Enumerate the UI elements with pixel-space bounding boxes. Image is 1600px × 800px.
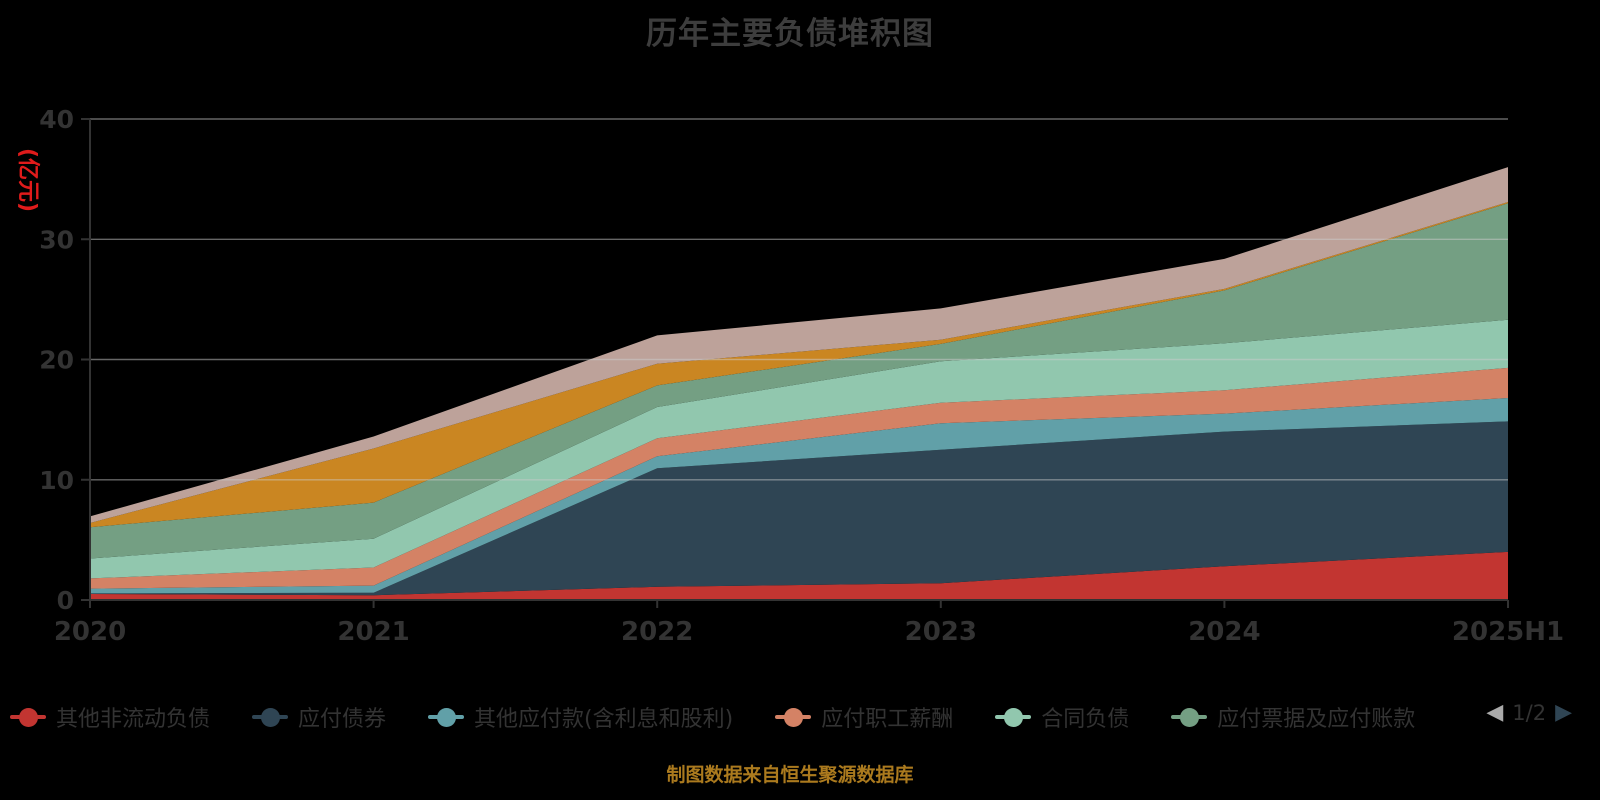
line-series-marker-icon xyxy=(428,707,465,727)
line-series-marker-icon xyxy=(995,707,1032,727)
svg-text:2021: 2021 xyxy=(337,617,409,647)
legend-item-other-payables[interactable]: 其他应付款(含利息和股利) xyxy=(428,701,733,733)
svg-text:20: 20 xyxy=(39,346,74,375)
svg-text:0: 0 xyxy=(57,586,74,615)
x-axis-labels: 2020 2021 2022 2023 2024 2025H1 xyxy=(54,617,1564,647)
data-source-caption: 制图数据来自恒生聚源数据库 xyxy=(666,764,914,786)
legend-item-label: 应付票据及应付账款 xyxy=(1217,707,1416,732)
area-series-group xyxy=(90,167,1508,600)
area-series xyxy=(90,167,1508,523)
legend-item-other-noncurrent-liabilities[interactable]: 其他非流动负债 xyxy=(10,701,210,733)
line-series-marker-icon xyxy=(252,707,289,727)
legend-pager-next-icon[interactable]: ▶ xyxy=(1555,700,1572,725)
gridlines-group xyxy=(90,118,1508,481)
area-series xyxy=(90,203,1508,559)
svg-text:2024: 2024 xyxy=(1188,617,1260,647)
legend-item-label: 其他应付款(含利息和股利) xyxy=(474,707,734,732)
svg-text:40: 40 xyxy=(39,105,74,134)
area-series xyxy=(90,421,1508,596)
legend-item-employee-compensation-payable[interactable]: 应付职工薪酬 xyxy=(775,701,953,733)
svg-text:30: 30 xyxy=(39,225,74,254)
svg-text:2020: 2020 xyxy=(54,617,126,647)
svg-text:2023: 2023 xyxy=(905,617,977,647)
legend-item-notes-and-accounts-payable[interactable]: 应付票据及应付账款 xyxy=(1171,701,1415,733)
line-series-marker-icon xyxy=(775,707,812,727)
legend-pager-prev-icon[interactable]: ◀ xyxy=(1486,700,1504,725)
legend-item-label: 应付债券 xyxy=(298,707,387,732)
y-axis-labels: 0 10 20 30 40 xyxy=(39,105,74,615)
svg-text:2025H1: 2025H1 xyxy=(1452,617,1564,647)
chart-title: 历年主要负债堆积图 xyxy=(646,16,934,52)
svg-text:2022: 2022 xyxy=(621,617,693,647)
area-series xyxy=(90,202,1508,528)
legend: 其他非流动负债 应付债券 其他应付款(含利息和股利) 应付职工薪酬 合同负债 应… xyxy=(10,701,1460,733)
axes-group xyxy=(81,118,1509,608)
svg-text:10: 10 xyxy=(39,466,74,495)
line-series-marker-icon xyxy=(1171,707,1208,727)
legend-item-contract-liabilities[interactable]: 合同负债 xyxy=(995,701,1129,733)
line-series-marker-icon xyxy=(10,707,46,727)
legend-item-label: 应付职工薪酬 xyxy=(821,707,954,732)
legend-item-label: 其他非流动负债 xyxy=(56,707,211,732)
area-series xyxy=(90,367,1508,589)
legend-pager-page-indicator: 1/2 xyxy=(1512,701,1547,725)
area-series xyxy=(90,551,1508,600)
legend-pager: ◀ 1/2 ▶ xyxy=(1486,701,1572,725)
area-series xyxy=(90,319,1508,579)
legend-item-label: 合同负债 xyxy=(1041,707,1130,732)
legend-item-bonds-payable[interactable]: 应付债券 xyxy=(252,701,386,733)
area-series xyxy=(90,398,1508,594)
